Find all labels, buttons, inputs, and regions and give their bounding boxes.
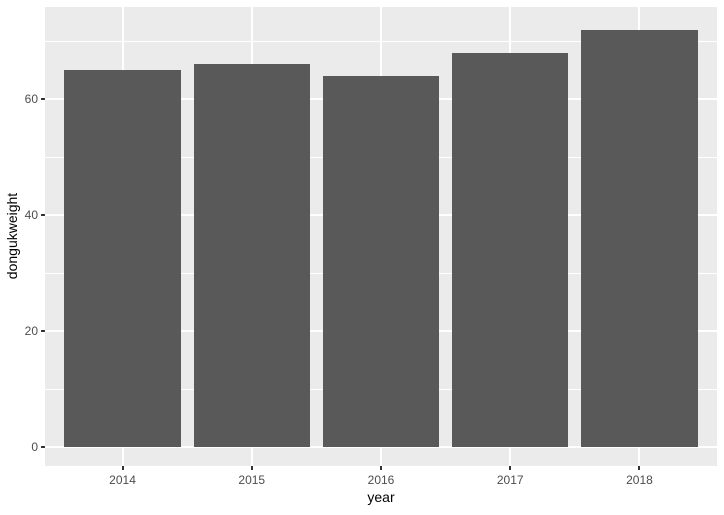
y-tick-mark xyxy=(41,214,45,217)
x-tick-mark xyxy=(509,466,512,470)
y-tick-label: 40 xyxy=(24,207,38,222)
x-tick-mark xyxy=(121,466,124,470)
x-tick-label: 2016 xyxy=(367,473,395,487)
bar-2018 xyxy=(581,29,698,448)
y-axis-title: dongukweight xyxy=(4,192,20,280)
x-tick-mark xyxy=(638,466,641,470)
x-tick-label: 2015 xyxy=(238,473,266,487)
y-tick-mark xyxy=(41,98,45,101)
bar-2016 xyxy=(322,76,440,448)
x-tick-label: 2014 xyxy=(109,473,136,487)
bar-2015 xyxy=(193,64,310,448)
x-tick-mark xyxy=(250,466,253,470)
y-tick-mark xyxy=(41,330,45,333)
x-tick-mark xyxy=(380,466,382,470)
bar-2014 xyxy=(64,70,181,448)
y-tick-mark xyxy=(41,446,45,449)
x-tick-label: 2018 xyxy=(626,473,653,487)
plot-panel xyxy=(45,7,717,466)
bar-2017 xyxy=(452,52,569,448)
x-tick-label: 2017 xyxy=(496,473,524,487)
y-tick-label: 20 xyxy=(24,323,38,338)
x-axis-title: year xyxy=(367,489,395,505)
y-tick-label: 60 xyxy=(24,91,38,106)
y-tick-label: 0 xyxy=(31,439,38,454)
